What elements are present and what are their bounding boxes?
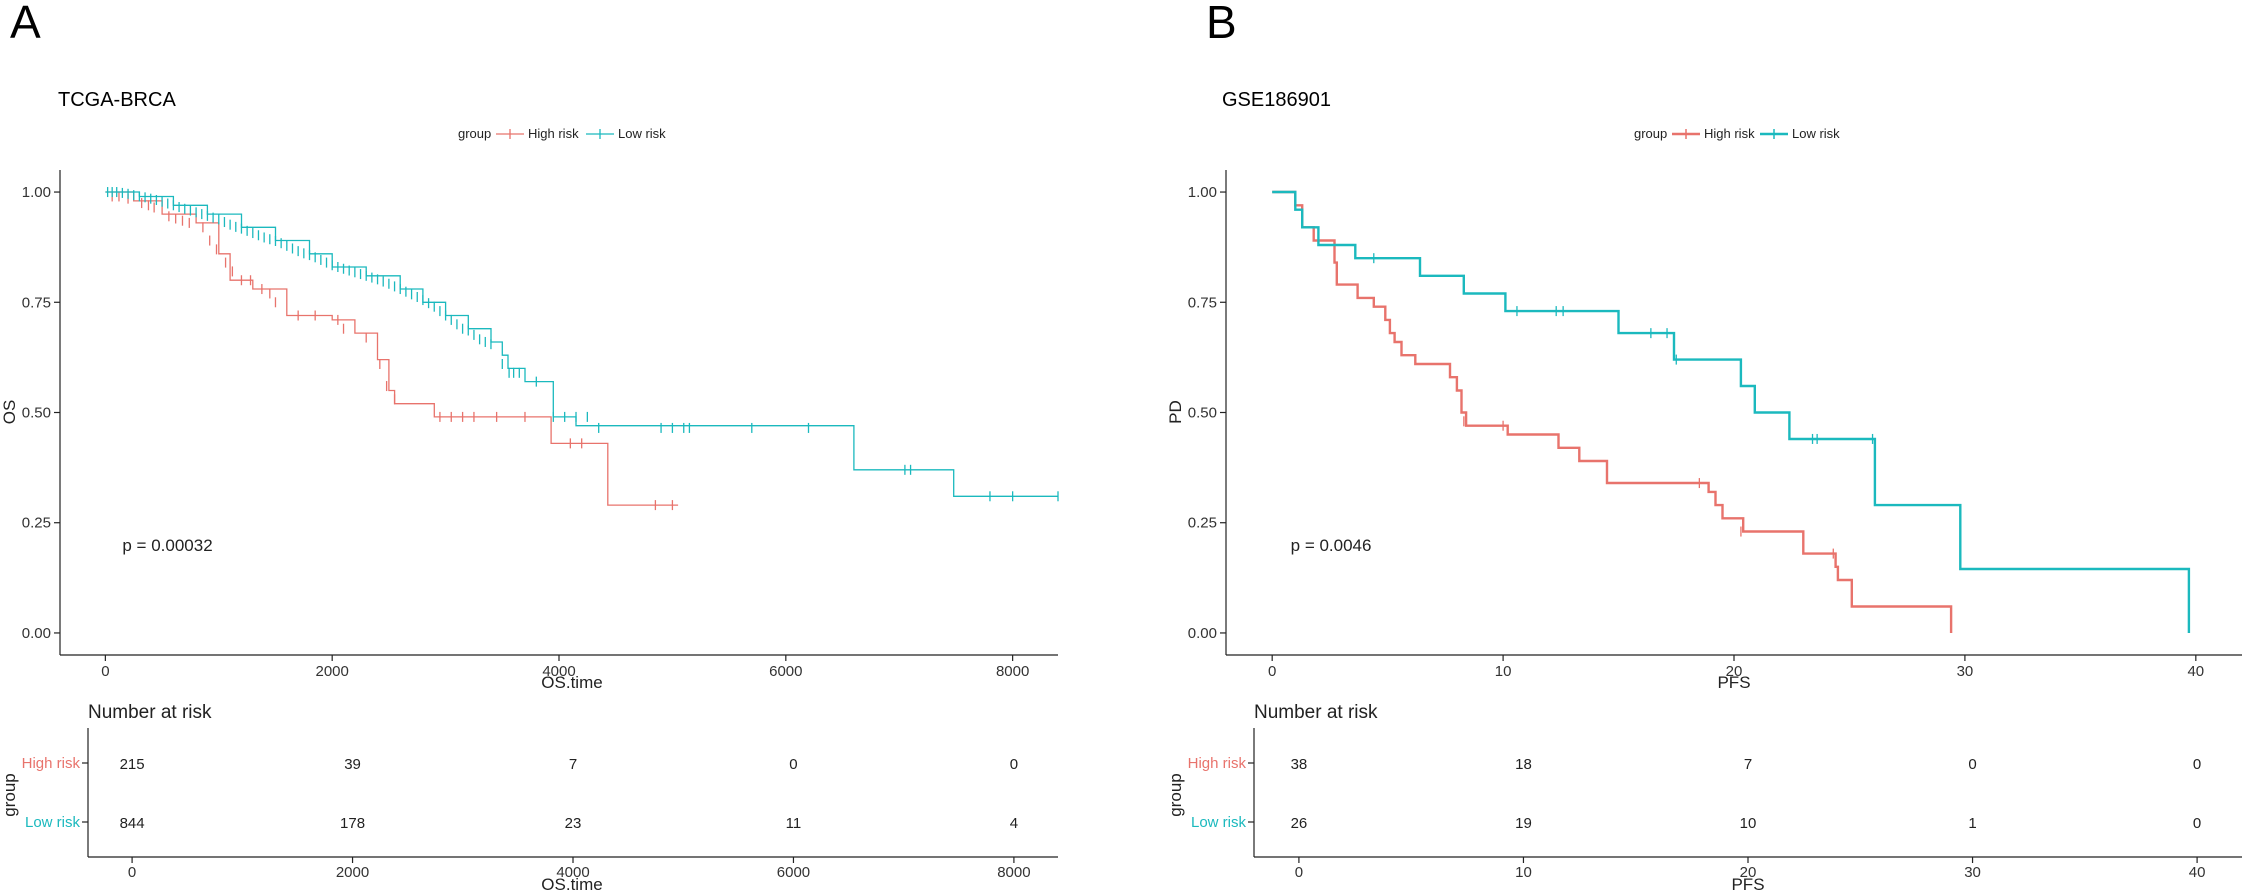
x-tick-label-a: 8000 xyxy=(996,663,1029,680)
risk-row-label-high-a: High risk xyxy=(22,755,81,772)
risk-count-low-a: 11 xyxy=(786,815,802,832)
x-tick-label-b: 40 xyxy=(2187,663,2204,680)
risk-count-low-b: 1 xyxy=(1968,815,1976,832)
risk-x-tick-label-a: 6000 xyxy=(777,864,810,881)
risk-count-high-a: 215 xyxy=(120,756,145,773)
chart-marks: 0.000.250.500.751.000 2000 4000 6000 80000.0… xyxy=(22,170,2242,881)
risk-count-low-b: 10 xyxy=(1740,815,1757,832)
legend-b: group High risk Low risk xyxy=(1634,126,1840,141)
legend-label-high-a: High risk xyxy=(528,126,579,141)
legend-label-low-a: Low risk xyxy=(618,126,666,141)
legend-title-a: group xyxy=(458,126,491,141)
risk-count-high-b: 18 xyxy=(1515,756,1532,773)
x-tick-label-b: 20 xyxy=(1726,663,1743,680)
survival-curve-high-a xyxy=(105,191,679,506)
risk-table-title-a: Number at risk xyxy=(88,702,212,723)
legend-title-b: group xyxy=(1634,126,1667,141)
risk-x-tick-label-a: 0 xyxy=(128,864,136,881)
legend-label-high-b: High risk xyxy=(1704,126,1755,141)
risk-count-low-b: 19 xyxy=(1515,815,1532,832)
risk-x-tick-label-b: 30 xyxy=(1964,864,1981,881)
y-tick-label-b: 1.00 xyxy=(1188,184,1217,201)
risk-x-tick-label-b: 0 xyxy=(1295,864,1303,881)
risk-count-high-b: 0 xyxy=(1968,756,1976,773)
risk-count-high-b: 38 xyxy=(1291,756,1308,773)
risk-count-low-a: 178 xyxy=(340,815,365,832)
x-tick-label-b: 30 xyxy=(1957,663,1974,680)
y-axis-title-a: OS xyxy=(0,400,19,425)
risk-count-high-b: 7 xyxy=(1744,756,1752,773)
risk-table-title-b: Number at risk xyxy=(1254,702,1378,723)
risk-count-low-a: 844 xyxy=(120,815,145,832)
y-tick-label-b: 0.75 xyxy=(1188,294,1217,311)
y-tick-label-a: 0.75 xyxy=(22,294,51,311)
km-plot-b: 0.00 0.25 0.50 0.75 1.00 0 10 20 30 40 xyxy=(1188,170,2242,680)
panel-letter-b: B xyxy=(1206,0,1237,48)
risk-table-ylabel-a: group xyxy=(0,773,19,816)
panel-letter-a: A xyxy=(10,0,41,48)
x-tick-label-a: 2000 xyxy=(315,663,348,680)
risk-x-tick-label-b: 10 xyxy=(1515,864,1532,881)
x-tick-label-b: 10 xyxy=(1495,663,1512,680)
risk-count-high-b: 0 xyxy=(2193,756,2201,773)
risk-table-xlabel-a: OS.time xyxy=(541,875,602,893)
x-tick-label-b: 0 xyxy=(1268,663,1276,680)
risk-count-low-b: 26 xyxy=(1291,815,1308,832)
y-tick-label-b: 0.25 xyxy=(1188,515,1217,532)
risk-count-high-a: 7 xyxy=(569,756,577,773)
risk-x-tick-label-a: 8000 xyxy=(997,864,1030,881)
p-value-a: p = 0.00032 xyxy=(122,536,212,555)
y-tick-label-a: 0.00 xyxy=(22,625,51,642)
risk-row-label-low-a: Low risk xyxy=(25,814,81,831)
risk-count-low-a: 23 xyxy=(565,815,582,832)
risk-row-label-low-b: Low risk xyxy=(1191,814,1247,831)
risk-count-high-a: 0 xyxy=(1010,756,1018,773)
risk-count-low-b: 0 xyxy=(2193,815,2201,832)
y-tick-label-a: 0.25 xyxy=(22,515,51,532)
x-axis-title-a: OS.time xyxy=(541,673,602,692)
risk-count-high-a: 0 xyxy=(789,756,797,773)
survival-curve-low-a xyxy=(105,191,1058,497)
y-tick-label-a: 1.00 xyxy=(22,184,51,201)
legend-label-low-b: Low risk xyxy=(1792,126,1840,141)
p-value-b: p = 0.0046 xyxy=(1291,536,1372,555)
legend-a: group High risk Low risk xyxy=(458,126,666,141)
survival-curve-low-b xyxy=(1272,190,2191,633)
risk-count-low-a: 4 xyxy=(1010,815,1018,832)
risk-row-label-high-b: High risk xyxy=(1188,755,1247,772)
x-axis-title-b: PFS xyxy=(1717,673,1750,692)
risk-count-high-a: 39 xyxy=(344,756,361,773)
y-tick-label-a: 0.50 xyxy=(22,405,51,422)
risk-table-ylabel-b: group xyxy=(1166,773,1185,816)
risk-table-xlabel-b: PFS xyxy=(1731,875,1764,893)
chart-title-b: GSE186901 xyxy=(1222,89,1331,111)
risk-x-tick-label-b: 20 xyxy=(1740,864,1757,881)
risk-x-tick-label-a: 2000 xyxy=(336,864,369,881)
y-axis-title-b: PD xyxy=(1166,400,1185,424)
chart-title-a: TCGA-BRCA xyxy=(58,89,176,111)
risk-x-tick-label-a: 4000 xyxy=(556,864,589,881)
risk-table-a: 0 2000 4000 6000 8000 High risk 215 39 7 0 0 Low ri… xyxy=(22,728,1058,881)
x-tick-label-a: 4000 xyxy=(542,663,575,680)
risk-x-tick-label-b: 40 xyxy=(2189,864,2206,881)
y-tick-label-b: 0.50 xyxy=(1188,405,1217,422)
survival-curve-high-b xyxy=(1272,190,1953,633)
x-tick-label-a: 0 xyxy=(101,663,109,680)
x-tick-label-a: 6000 xyxy=(769,663,802,680)
km-plot-a: 0.00 0.25 0.50 0.75 1.00 0 2000 4000 6000 8000 xyxy=(22,170,1059,680)
y-tick-label-b: 0.00 xyxy=(1188,625,1217,642)
